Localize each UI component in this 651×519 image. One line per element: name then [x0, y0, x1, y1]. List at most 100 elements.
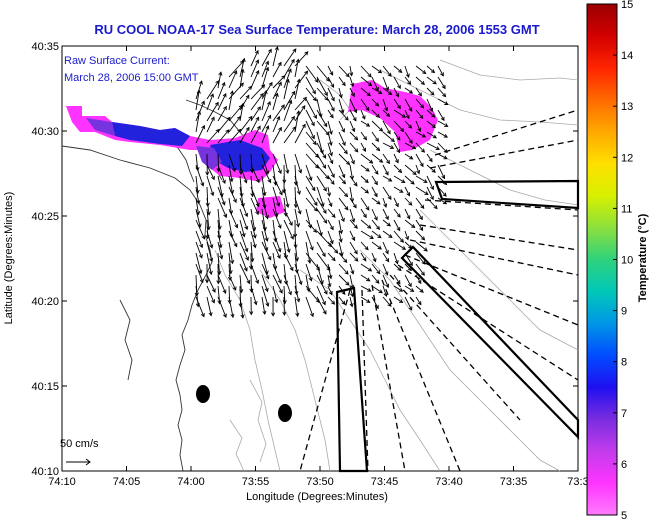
current-vector	[305, 197, 318, 212]
current-vector	[327, 285, 333, 295]
current-vector	[250, 241, 254, 262]
current-vector-head	[268, 81, 273, 87]
current-vector-head	[243, 267, 248, 272]
current-vector	[195, 197, 199, 215]
current-vector	[415, 186, 429, 195]
current-vector	[404, 219, 415, 228]
current-vector	[239, 263, 250, 284]
current-vector-head	[196, 200, 201, 205]
current-vector-head	[223, 105, 227, 111]
current-vector	[393, 142, 400, 153]
current-vector	[316, 219, 323, 236]
current-vector-head	[210, 93, 214, 98]
current-vector	[195, 164, 204, 186]
current-vector-head	[352, 204, 357, 209]
current-vector-head	[408, 244, 413, 249]
current-vector-head	[277, 248, 282, 253]
current-vector-head	[376, 225, 380, 231]
current-vector	[415, 164, 420, 174]
current-vector-head	[408, 139, 413, 144]
current-vector	[426, 120, 436, 128]
current-vector	[272, 62, 282, 78]
current-vector	[294, 97, 307, 111]
current-vector	[206, 230, 213, 248]
current-vector	[283, 208, 293, 226]
current-vector-head	[312, 97, 317, 102]
current-vector	[228, 60, 244, 78]
current-vector	[294, 59, 299, 78]
colorbar-tick-label: 8	[621, 357, 627, 369]
colorbar-tick-label: 11	[621, 203, 632, 215]
current-vector-head	[396, 136, 401, 141]
current-vector-head	[420, 148, 426, 153]
current-vector-head	[277, 169, 282, 175]
current-vector	[261, 197, 269, 219]
current-vector	[360, 175, 369, 183]
current-vector-head	[353, 224, 358, 229]
current-vector	[415, 109, 424, 119]
current-vector	[382, 65, 392, 77]
current-vector	[283, 116, 295, 133]
current-vector	[195, 296, 205, 317]
current-vector	[217, 72, 222, 89]
colorbar-tick-label: 5	[621, 510, 627, 519]
current-vector-head	[442, 181, 448, 186]
current-vector	[382, 131, 395, 142]
current-vector-head	[197, 110, 202, 115]
current-vector	[338, 241, 343, 256]
current-vector-head	[322, 301, 326, 306]
current-vector-head	[328, 152, 333, 157]
current-vector-head	[265, 125, 270, 130]
current-vector	[404, 175, 415, 185]
current-vector	[415, 65, 426, 74]
current-vector	[261, 263, 270, 279]
current-vector	[327, 65, 333, 76]
current-vector	[382, 142, 394, 149]
current-vector-head	[396, 213, 401, 218]
current-vector-head	[280, 104, 285, 109]
current-vector	[426, 65, 435, 73]
current-vector-head	[352, 117, 357, 122]
sst-patches	[66, 80, 438, 218]
current-vector-head	[362, 213, 367, 219]
current-vector-head	[396, 227, 401, 232]
current-vector-head	[419, 226, 424, 232]
current-vector	[349, 131, 358, 141]
current-vector-head	[345, 73, 350, 78]
current-vector-head	[201, 100, 205, 105]
current-vector	[261, 219, 268, 242]
current-vector-head	[350, 270, 355, 275]
current-vector-head	[386, 222, 391, 227]
current-vector-head	[321, 252, 326, 258]
current-vector-head	[401, 113, 406, 118]
current-vector	[437, 65, 444, 77]
current-vector	[239, 186, 244, 207]
current-vector	[217, 164, 226, 184]
current-vector-head	[406, 215, 411, 220]
current-vector	[195, 241, 203, 258]
current-vector-head	[252, 234, 257, 239]
current-vector-head	[277, 61, 282, 66]
current-vector	[415, 285, 424, 293]
current-vector-head	[211, 175, 215, 181]
current-vector	[250, 263, 259, 284]
current-vector	[415, 274, 422, 284]
current-vector-head	[294, 269, 299, 274]
map-plot-area: Raw Surface Current: March 28, 2006 15:0…	[60, 45, 580, 473]
current-vector	[360, 87, 371, 96]
current-vector-head	[432, 80, 437, 85]
current-vector	[349, 164, 353, 180]
current-vector-head	[236, 115, 241, 121]
current-vector-head	[377, 69, 383, 74]
current-vector-head	[367, 287, 372, 292]
colorbar-ticks: 15 14 13 12 11 10 9 8 7 6 5	[613, 0, 633, 519]
current-vector	[349, 153, 355, 164]
current-vector-head	[440, 116, 445, 122]
current-vector	[404, 120, 412, 129]
current-vector-head	[422, 70, 427, 75]
current-vector-head	[255, 279, 260, 285]
current-vector-head	[281, 75, 286, 80]
current-vector-head	[276, 202, 281, 207]
current-vector-head	[296, 110, 301, 115]
current-vector	[239, 116, 253, 133]
